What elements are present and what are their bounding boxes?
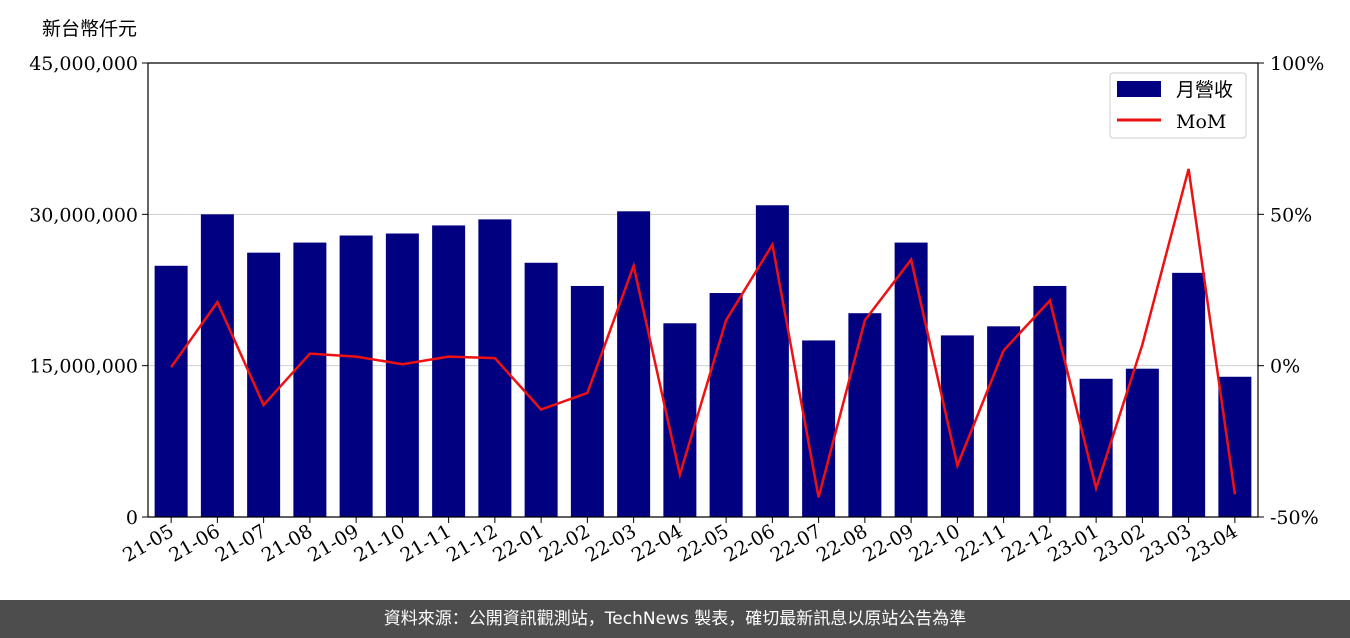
bar-22-06 — [755, 205, 789, 517]
x-tick-label: 22-05 — [674, 520, 732, 566]
y-left-tick-label: 45,000,000 — [29, 53, 138, 75]
bar-23-01 — [1079, 378, 1113, 517]
bar-23-02 — [1125, 368, 1159, 517]
grid-lines — [148, 213, 1258, 367]
y-left-tick-label: 0 — [126, 507, 138, 529]
bar-21-10 — [385, 233, 419, 517]
bar-21-07 — [247, 252, 281, 517]
x-tick-label: 21-08 — [258, 520, 316, 566]
bar-22-08 — [848, 313, 882, 517]
bar-22-09 — [894, 242, 928, 518]
x-tick-label: 22-02 — [535, 520, 593, 566]
y-right-tick-label: 0% — [1270, 356, 1300, 378]
bar-21-11 — [432, 225, 466, 518]
x-tick-label: 22-06 — [720, 520, 778, 566]
x-tick-label: 22-07 — [767, 520, 825, 566]
y-left-tick-label: 15,000,000 — [29, 356, 138, 378]
x-tick-label: 21-06 — [165, 520, 223, 566]
y-axis-unit-label: 新台幣仟元 — [42, 18, 138, 40]
y-right-tick-label: 50% — [1270, 204, 1312, 226]
bar-21-08 — [293, 242, 327, 518]
x-tick-label: 21-10 — [350, 520, 408, 566]
bar-22-12 — [1033, 285, 1067, 517]
x-tick-label: 21-09 — [304, 520, 362, 566]
bar-23-04 — [1218, 376, 1252, 517]
bar-21-06 — [200, 214, 234, 518]
y-left-tick-label: 30,000,000 — [29, 204, 138, 226]
x-tick-label: 22-12 — [998, 520, 1056, 566]
x-tick-label: 22-01 — [489, 520, 547, 566]
x-tick-label: 22-11 — [952, 520, 1010, 566]
line-series — [170, 168, 1237, 498]
bar-22-03 — [617, 211, 651, 517]
bar-23-03 — [1172, 272, 1206, 517]
source-footer: 資料來源：公開資訊觀測站，TechNews 製表，確切最新訊息以原站公告為準 — [0, 600, 1350, 638]
revenue-chart: 0 15,000,000 30,000,000 45,000,000 -50% 0% 50%… — [29, 53, 1324, 567]
x-tick-label: 22-10 — [905, 520, 963, 566]
bar-21-12 — [478, 219, 512, 517]
mom-line — [170, 168, 1237, 498]
x-tick-label: 22-04 — [628, 520, 686, 566]
bar-22-01 — [524, 262, 558, 517]
x-tick-label: 21-12 — [443, 520, 501, 566]
legend-swatch-revenue — [1117, 81, 1161, 97]
bar-22-10 — [940, 335, 974, 517]
legend: 月營收 MoM — [1109, 72, 1247, 139]
legend-label-revenue: 月營收 — [1176, 79, 1233, 101]
axes — [142, 62, 1264, 523]
y-right-tick-label: 100% — [1270, 53, 1324, 75]
bar-21-05 — [154, 265, 188, 517]
y-right-tick-label: -50% — [1270, 507, 1319, 529]
bar-21-09 — [339, 235, 373, 517]
x-tick-label: 22-08 — [813, 520, 871, 566]
bar-22-07 — [802, 340, 836, 517]
bar-22-11 — [987, 326, 1021, 517]
bar-series — [154, 205, 1252, 518]
bar-22-05 — [709, 293, 743, 517]
x-tick-label: 23-03 — [1137, 520, 1195, 566]
x-tick-label: 23-02 — [1090, 520, 1148, 566]
legend-label-mom: MoM — [1176, 111, 1226, 133]
x-tick-label: 21-11 — [397, 520, 455, 566]
bar-22-02 — [570, 285, 604, 517]
x-tick-label: 22-03 — [582, 520, 640, 566]
x-tick-label: 23-01 — [1044, 520, 1102, 566]
x-tick-label: 21-07 — [212, 520, 270, 566]
x-tick-label: 22-09 — [859, 520, 917, 566]
x-tick-label: 23-04 — [1183, 520, 1241, 566]
